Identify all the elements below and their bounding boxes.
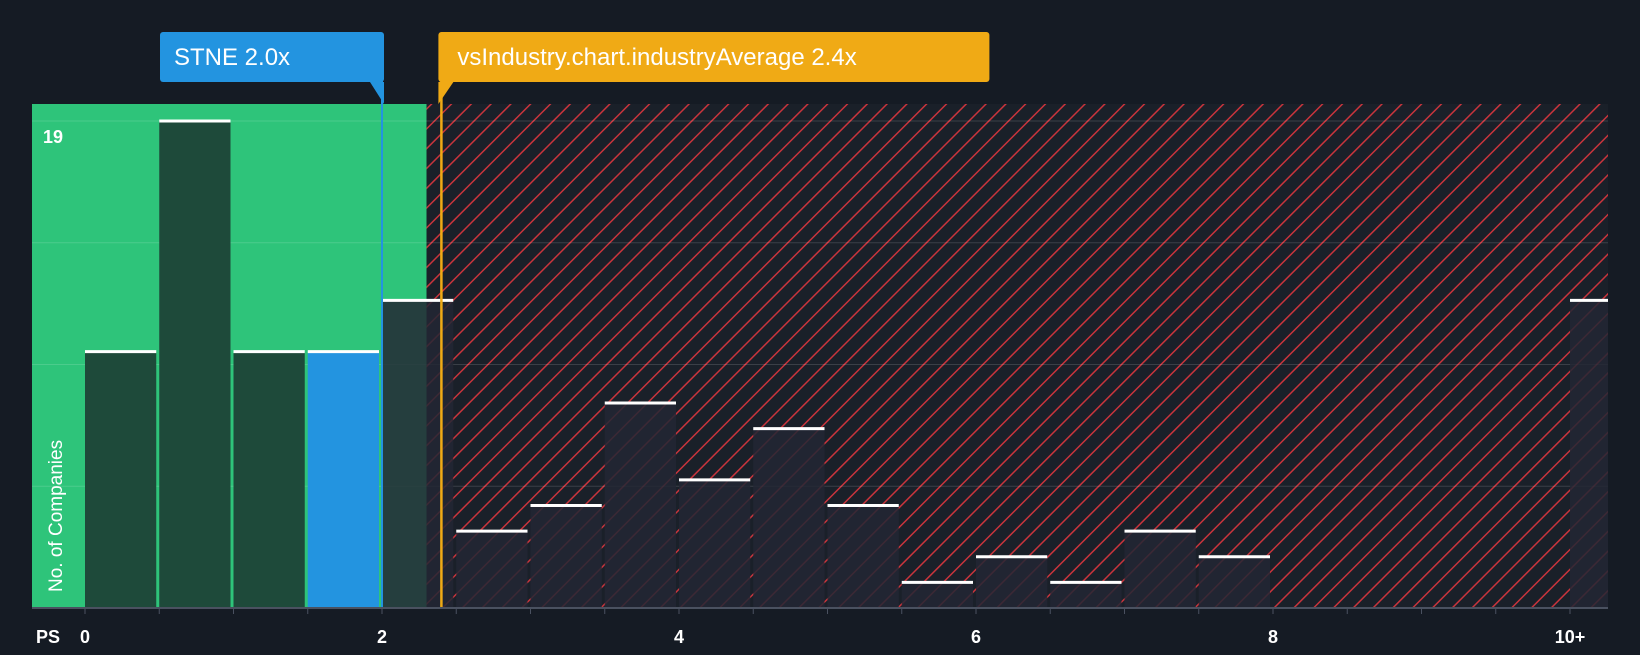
histogram-bar <box>1570 300 1608 608</box>
histogram-bar <box>159 121 231 608</box>
histogram-bar <box>530 505 602 608</box>
histogram-bar <box>604 402 676 608</box>
x-tick-label: 2 <box>377 627 387 647</box>
y-axis-label: No. of Companies <box>46 440 67 592</box>
x-tick-label: 0 <box>80 627 90 647</box>
company-callout <box>160 32 384 82</box>
histogram-bar <box>679 479 751 608</box>
company-callout-pointer <box>370 82 384 104</box>
histogram-bar <box>901 582 973 608</box>
x-tick-label: 4 <box>674 627 684 647</box>
x-tick-label: 8 <box>1268 627 1278 647</box>
overvalued-zone <box>426 104 1608 608</box>
histogram-bar <box>827 505 899 608</box>
x-axis-label: PS <box>36 627 60 647</box>
histogram-bar <box>976 556 1048 608</box>
histogram-bar <box>1198 556 1270 608</box>
industry-average-callout <box>438 32 990 82</box>
histogram-bar <box>85 351 157 608</box>
company-callout-label: STNE 2.0x <box>174 44 290 71</box>
histogram-bar <box>1050 582 1122 608</box>
industry-average-callout-label: vsIndustry.chart.industryAverage 2.4x <box>457 44 856 71</box>
histogram-bar <box>753 428 825 608</box>
histogram-bar <box>1124 531 1196 608</box>
industry-average-callout-pointer <box>438 82 454 104</box>
y-max-label: 19 <box>43 127 63 147</box>
histogram-bar <box>456 531 528 608</box>
x-tick-label: 6 <box>971 627 981 647</box>
histogram-bar <box>307 351 379 608</box>
x-tick-label: 10+ <box>1555 627 1586 647</box>
histogram-bar <box>233 351 305 608</box>
